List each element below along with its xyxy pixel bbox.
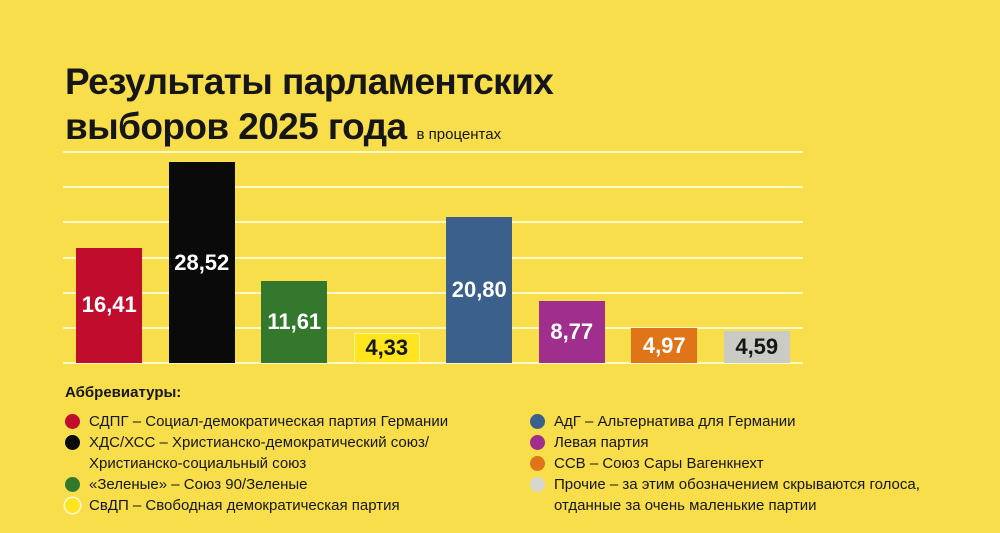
legend-column-right: АдГ – Альтернатива для Германии Левая пар… [530,382,920,516]
bar-fdp: 4,33 [353,332,420,363]
legend-item-afd: АдГ – Альтернатива для Германии [530,411,920,432]
greens-color-dot-icon [65,477,80,492]
legend-item-left-party: Левая партия [530,432,920,453]
bar-value-label-greens: 11,61 [267,309,322,335]
gridline-5 [63,326,803,329]
chart-bars: 16,41 28,52 11,61 4,33 20,80 8,77 4,97 4,59 [63,152,803,363]
bar-slot-cdu-csu: 28,52 [156,152,249,363]
sdpg-color-dot-icon [65,414,80,429]
bar-slot-others: 4,59 [711,152,804,363]
bar-bsw: 4,97 [631,328,698,363]
bar-slot-sdpg: 16,41 [63,152,156,363]
afd-color-dot-icon [530,414,545,429]
bar-value-label-others: 4,59 [735,333,779,359]
legend-column-left: Аббревиатуры: СДПГ – Социал-демократичес… [65,382,530,516]
gridline-10 [63,291,803,294]
title-line-1: Результаты парламентских [65,60,554,102]
bar-value-label-left-party: 8,77 [550,319,594,345]
legend-label-bsw: ССВ – Союз Сары Вагенкнехт [554,455,764,472]
bar-left-party: 8,77 [538,301,605,363]
bar-afd: 20,80 [446,216,513,363]
legend-items-right: АдГ – Альтернатива для Германии Левая пар… [530,411,920,516]
legend-label-others: Прочие – за этим обозначением скрываются… [554,476,920,514]
gridline-25 [63,186,803,189]
legend-label-cdu-csu: ХДС/ХСС – Христианско-демократический со… [89,434,430,472]
legend-label-fdp: СвДП – Свободная демократическая партия [89,497,400,514]
bar-slot-left-party: 8,77 [526,152,619,363]
left-party-color-dot-icon [530,435,545,450]
legend-label-sdpg: СДПГ – Социал-демократическая партия Гер… [89,413,449,430]
bar-cdu-csu: 28,52 [168,162,235,363]
legend-heading: Аббревиатуры: [65,384,182,401]
legend-item-sdpg: СДПГ – Социал-демократическая партия Гер… [65,411,530,432]
bar-slot-fdp: 4,33 [341,152,434,363]
legend-items-left: СДПГ – Социал-демократическая партия Гер… [65,411,530,516]
page-title: Результаты парламентских выборов 2025 год… [65,59,554,157]
bar-slot-afd: 20,80 [433,152,526,363]
legend-item-bsw: ССВ – Союз Сары Вагенкнехт [530,453,920,474]
legend: Аббревиатуры: СДПГ – Социал-демократичес… [65,382,920,516]
chart-gridlines [63,151,803,364]
bar-slot-greens: 11,61 [248,152,341,363]
bar-others: 4,59 [723,330,790,363]
gridline-0 [63,362,803,364]
legend-item-fdp: СвДП – Свободная демократическая партия [65,495,530,516]
bar-slot-bsw: 4,97 [618,152,711,363]
bar-value-label-fdp: 4,33 [365,334,409,360]
legend-item-greens: «Зеленые» – Союз 90/Зеленые [65,474,530,495]
legend-label-left-party: Левая партия [554,434,649,451]
gridline-30 [63,151,803,153]
title-line-2: выборов 2025 года [65,105,407,147]
bar-value-label-bsw: 4,97 [642,332,686,358]
legend-label-afd: АдГ – Альтернатива для Германии [554,413,796,430]
gridline-15 [63,256,803,259]
legend-item-cdu-csu: ХДС/ХСС – Христианско-демократический со… [65,432,530,474]
fdp-color-dot-icon [65,498,80,513]
legend-item-others: Прочие – за этим обозначением скрываются… [530,474,920,516]
cdu-csu-color-dot-icon [65,435,80,450]
bar-greens: 11,61 [261,281,328,363]
legend-label-greens: «Зеленые» – Союз 90/Зеленые [89,476,308,493]
bsw-color-dot-icon [530,456,545,471]
bar-value-label-cdu-csu: 28,52 [174,249,230,275]
bar-value-label-afd: 20,80 [451,276,507,302]
others-color-dot-icon [530,477,545,492]
bar-chart: 16,41 28,52 11,61 4,33 20,80 8,77 4,97 4,59 [63,151,803,364]
gridline-20 [63,221,803,224]
bar-sdpg: 16,41 [76,247,143,363]
chart-units-label: в процентах [416,125,502,143]
bar-value-label-sdpg: 16,41 [81,292,137,318]
